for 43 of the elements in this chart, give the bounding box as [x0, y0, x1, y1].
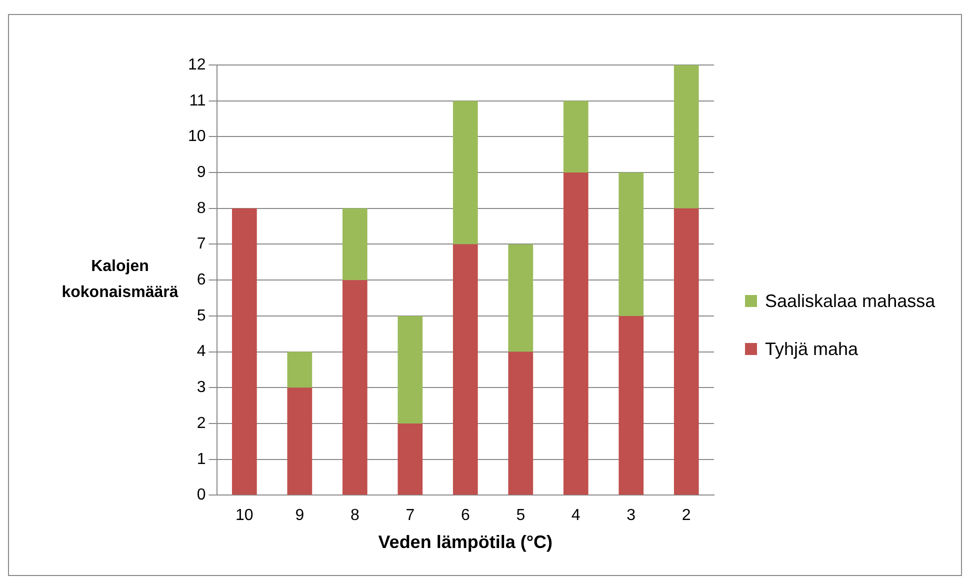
x-tick-label: 2: [682, 507, 691, 524]
bar: [342, 280, 368, 495]
bar: [342, 208, 368, 280]
bar: [508, 244, 534, 352]
y-tick-label: 10: [188, 128, 206, 146]
bar: [618, 316, 644, 495]
bar: [287, 388, 312, 495]
y-axis-title: Kalojen kokonaismäärä: [60, 256, 180, 302]
y-tick-label: 11: [189, 92, 206, 110]
y-tick-label: 2: [196, 414, 206, 432]
x-tick-label: 9: [295, 507, 304, 524]
y-tick-label: 3: [196, 379, 206, 396]
y-tick-label: 4: [196, 343, 206, 360]
bar: [563, 100, 588, 173]
bar: [232, 208, 257, 495]
y-tick-label: 9: [196, 164, 206, 181]
y-tick-label: 1: [196, 450, 206, 468]
x-tick-label: 8: [350, 507, 360, 524]
bar: [287, 352, 312, 388]
bar: [398, 316, 423, 424]
x-tick-label: 5: [516, 507, 526, 524]
y-tick-label: 5: [196, 307, 206, 324]
bar: [452, 100, 478, 244]
bar: [618, 172, 644, 316]
bar: [563, 172, 588, 495]
bar: [674, 208, 699, 495]
x-tick-label: 4: [571, 507, 580, 524]
x-tick-label: 7: [406, 507, 415, 524]
y-tick-label: 7: [196, 236, 206, 253]
bar: [508, 352, 534, 495]
y-tick-label: 8: [196, 200, 206, 217]
x-axis-title: Veden lämpötila (°C): [378, 532, 553, 552]
x-tick-label: 6: [460, 507, 470, 524]
y-tick-label: 0: [196, 486, 206, 504]
bar: [674, 65, 699, 208]
bar: [398, 424, 423, 495]
bar: [452, 244, 478, 495]
x-tick-label: 3: [626, 507, 636, 524]
x-tick-label: 10: [236, 507, 254, 524]
legend-label: Saaliskalaa mahassa: [765, 290, 936, 312]
legend-label: Tyhjä maha: [765, 338, 858, 360]
y-tick-label: 6: [196, 272, 206, 289]
y-tick-label: 12: [188, 56, 206, 74]
